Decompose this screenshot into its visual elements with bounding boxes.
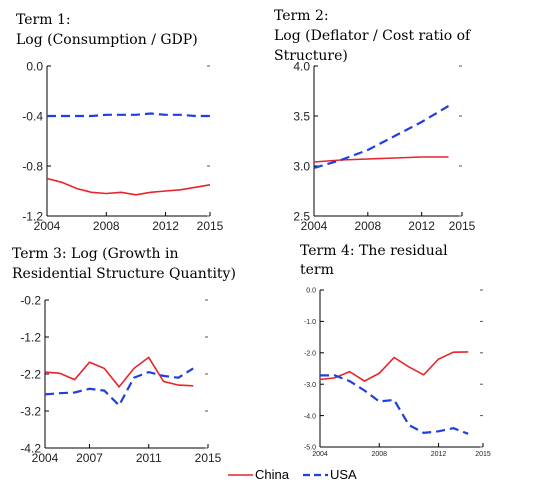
y-tick-label: -0.2 — [20, 294, 41, 308]
x-tick-label: 2008 — [93, 219, 120, 233]
series-line-usa — [47, 112, 210, 118]
chart-title-line: Log (Deflator / Cost ratio of — [274, 28, 472, 44]
chart-title-line: Term 1: — [16, 12, 71, 28]
x-tick-label: 2015 — [475, 451, 491, 458]
x-tick-label: 2004 — [34, 219, 61, 233]
series-line-china — [44, 356, 194, 389]
chart-title-line: Structure) — [274, 48, 348, 64]
chart-title-line: Residential Structure Quantity) — [12, 266, 236, 282]
chart-title-line: term — [300, 262, 334, 278]
chart-title-line: Term 3: Log (Growth in — [12, 246, 179, 262]
y-tick-label: -1.0 — [304, 319, 316, 326]
x-tick-label: 2004 — [32, 451, 59, 465]
x-tick-label: 2008 — [354, 219, 381, 233]
x-tick-label: 2012 — [431, 451, 447, 458]
y-tick-label: 3.5 — [293, 110, 310, 124]
chart-title-line: Term 2: — [274, 8, 329, 24]
y-tick-label: 4.0 — [293, 60, 310, 74]
y-tick-label: 0.0 — [26, 60, 43, 74]
x-tick-label: 2015 — [195, 451, 222, 465]
y-tick-label: -1.2 — [22, 210, 43, 224]
x-tick-label: 2015 — [449, 219, 476, 233]
series-line-usa — [313, 105, 450, 170]
legend-label-china: China — [255, 467, 290, 482]
y-tick-label: 3.0 — [293, 160, 310, 174]
x-tick-label: 2007 — [76, 451, 103, 465]
y-tick-label: 0.0 — [306, 288, 316, 295]
y-tick-label: -2.2 — [20, 368, 41, 382]
y-tick-label: -2.0 — [304, 350, 316, 357]
chart-panel-4: Term 4: The residual term 0.0 -1.0 -2.0 -3.0 -… — [300, 243, 491, 458]
chart-title-line: Term 4: The residual — [300, 243, 448, 259]
x-tick-label: 2012 — [152, 219, 179, 233]
y-tick-label: 2.5 — [293, 210, 310, 224]
legend-label-usa: USA — [330, 467, 357, 482]
chart-panel-3: Term 3: Log (Growth in Residential Struct… — [12, 246, 236, 465]
series-line-usa — [44, 367, 194, 408]
y-tick-label: -3.0 — [304, 382, 316, 389]
series-line-china — [46, 177, 211, 196]
y-tick-label: -1.2 — [20, 331, 41, 345]
y-tick-label: -5.0 — [304, 445, 316, 452]
y-tick-label: -3.2 — [20, 405, 41, 419]
series-line-china — [319, 351, 469, 383]
x-tick-label: 2004 — [312, 451, 328, 458]
series-line-usa — [320, 374, 469, 435]
chart-title-line: Log (Consumption / GDP) — [16, 32, 198, 48]
x-tick-label: 2011 — [136, 451, 162, 465]
y-tick-label: -0.8 — [22, 160, 43, 174]
y-tick-label: -0.4 — [22, 110, 43, 124]
x-tick-label: 2015 — [197, 219, 224, 233]
x-tick-label: 2008 — [371, 451, 387, 458]
legend: China USA — [228, 467, 357, 482]
chart-panel-2: Term 2: Log (Deflator / Cost ratio of Stru… — [274, 8, 476, 233]
x-tick-label: 2004 — [301, 219, 328, 233]
x-tick-label: 2012 — [408, 219, 435, 233]
chart-panel-1: Term 1: Log (Consumption / GDP) 0.0 -0.4 -0.… — [16, 12, 224, 233]
y-tick-label: -4.0 — [304, 413, 316, 420]
series-line-china — [313, 156, 449, 163]
y-tick-label: -4.2 — [20, 442, 41, 456]
